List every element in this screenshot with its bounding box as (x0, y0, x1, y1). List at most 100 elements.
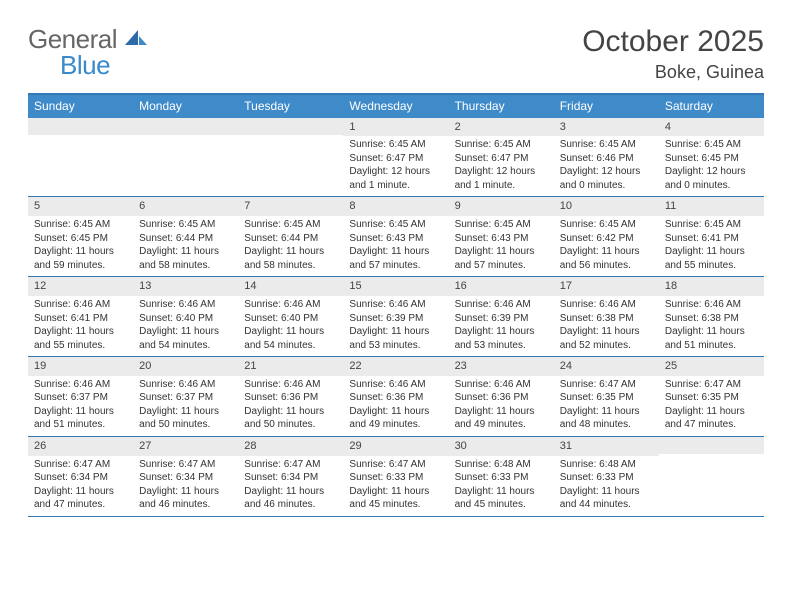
day-line: Sunset: 6:34 PM (34, 471, 127, 485)
day-number: 17 (554, 277, 659, 296)
day-line: Sunrise: 6:46 AM (560, 298, 653, 312)
day-number: 12 (28, 277, 133, 296)
day-body: Sunrise: 6:45 AMSunset: 6:43 PMDaylight:… (449, 216, 554, 276)
day-line: Daylight: 11 hours and 55 minutes. (665, 245, 758, 272)
day-body: Sunrise: 6:45 AMSunset: 6:47 PMDaylight:… (449, 136, 554, 196)
day-number: 23 (449, 357, 554, 376)
day-cell: 3Sunrise: 6:45 AMSunset: 6:46 PMDaylight… (554, 118, 659, 197)
day-line: Sunrise: 6:45 AM (560, 218, 653, 232)
calendar: Sunday Monday Tuesday Wednesday Thursday… (28, 93, 764, 517)
day-body (238, 135, 343, 141)
day-line: Sunrise: 6:46 AM (34, 378, 127, 392)
day-line: Sunset: 6:36 PM (455, 391, 548, 405)
title-block: October 2025 Boke, Guinea (582, 26, 764, 83)
day-number: 4 (659, 118, 764, 137)
day-body: Sunrise: 6:46 AMSunset: 6:38 PMDaylight:… (554, 296, 659, 356)
day-line: Sunset: 6:40 PM (139, 312, 232, 326)
day-cell: 31Sunrise: 6:48 AMSunset: 6:33 PMDayligh… (554, 437, 659, 516)
day-body: Sunrise: 6:48 AMSunset: 6:33 PMDaylight:… (449, 456, 554, 516)
day-number (659, 437, 764, 454)
day-number: 8 (343, 197, 448, 216)
day-body: Sunrise: 6:46 AMSunset: 6:39 PMDaylight:… (449, 296, 554, 356)
day-number: 9 (449, 197, 554, 216)
day-cell: 24Sunrise: 6:47 AMSunset: 6:35 PMDayligh… (554, 357, 659, 436)
day-line: Sunset: 6:43 PM (455, 232, 548, 246)
day-number: 15 (343, 277, 448, 296)
day-line: Sunset: 6:33 PM (455, 471, 548, 485)
day-line: Sunset: 6:42 PM (560, 232, 653, 246)
day-header: Friday (554, 95, 659, 118)
day-line: Daylight: 11 hours and 58 minutes. (244, 245, 337, 272)
day-body: Sunrise: 6:45 AMSunset: 6:45 PMDaylight:… (28, 216, 133, 276)
day-cell: 29Sunrise: 6:47 AMSunset: 6:33 PMDayligh… (343, 437, 448, 516)
day-line: Daylight: 11 hours and 55 minutes. (34, 325, 127, 352)
day-line: Sunrise: 6:45 AM (665, 138, 758, 152)
day-number: 11 (659, 197, 764, 216)
day-cell: 22Sunrise: 6:46 AMSunset: 6:36 PMDayligh… (343, 357, 448, 436)
day-line: Sunset: 6:41 PM (34, 312, 127, 326)
day-line: Sunset: 6:46 PM (560, 152, 653, 166)
day-line: Daylight: 11 hours and 50 minutes. (244, 405, 337, 432)
day-line: Sunset: 6:38 PM (560, 312, 653, 326)
day-line: Sunset: 6:33 PM (349, 471, 442, 485)
day-line: Sunset: 6:36 PM (244, 391, 337, 405)
day-line: Sunset: 6:35 PM (665, 391, 758, 405)
day-cell: 2Sunrise: 6:45 AMSunset: 6:47 PMDaylight… (449, 118, 554, 197)
day-line: Sunset: 6:44 PM (139, 232, 232, 246)
day-line: Sunrise: 6:46 AM (455, 298, 548, 312)
day-number: 3 (554, 118, 659, 137)
day-body: Sunrise: 6:46 AMSunset: 6:39 PMDaylight:… (343, 296, 448, 356)
day-header: Thursday (449, 95, 554, 118)
day-line: Sunset: 6:47 PM (455, 152, 548, 166)
day-number: 31 (554, 437, 659, 456)
day-line: Daylight: 11 hours and 56 minutes. (560, 245, 653, 272)
day-line: Sunset: 6:34 PM (139, 471, 232, 485)
day-number (238, 118, 343, 135)
day-line: Sunrise: 6:45 AM (455, 138, 548, 152)
day-body: Sunrise: 6:45 AMSunset: 6:45 PMDaylight:… (659, 136, 764, 196)
day-line: Sunrise: 6:47 AM (244, 458, 337, 472)
day-number: 21 (238, 357, 343, 376)
day-body: Sunrise: 6:46 AMSunset: 6:37 PMDaylight:… (133, 376, 238, 436)
day-cell: 28Sunrise: 6:47 AMSunset: 6:34 PMDayligh… (238, 437, 343, 516)
day-line: Daylight: 11 hours and 46 minutes. (244, 485, 337, 512)
day-line: Daylight: 11 hours and 45 minutes. (349, 485, 442, 512)
day-line: Daylight: 11 hours and 58 minutes. (139, 245, 232, 272)
day-line: Daylight: 11 hours and 57 minutes. (349, 245, 442, 272)
day-body (28, 135, 133, 141)
day-cell: 15Sunrise: 6:46 AMSunset: 6:39 PMDayligh… (343, 277, 448, 356)
day-cell: 19Sunrise: 6:46 AMSunset: 6:37 PMDayligh… (28, 357, 133, 436)
day-line: Daylight: 11 hours and 49 minutes. (349, 405, 442, 432)
day-cell: 10Sunrise: 6:45 AMSunset: 6:42 PMDayligh… (554, 197, 659, 276)
logo-text-right: Blue (28, 50, 110, 80)
header: General Blue October 2025 Boke, Guinea (28, 26, 764, 83)
day-cell: 7Sunrise: 6:45 AMSunset: 6:44 PMDaylight… (238, 197, 343, 276)
day-cell: 23Sunrise: 6:46 AMSunset: 6:36 PMDayligh… (449, 357, 554, 436)
day-number: 6 (133, 197, 238, 216)
day-line: Sunrise: 6:46 AM (139, 378, 232, 392)
logo: General Blue (28, 26, 148, 78)
day-cell: 27Sunrise: 6:47 AMSunset: 6:34 PMDayligh… (133, 437, 238, 516)
day-number: 16 (449, 277, 554, 296)
day-line: Sunset: 6:34 PM (244, 471, 337, 485)
day-line: Sunset: 6:37 PM (34, 391, 127, 405)
day-line: Daylight: 11 hours and 47 minutes. (34, 485, 127, 512)
day-number: 24 (554, 357, 659, 376)
day-line: Sunrise: 6:45 AM (244, 218, 337, 232)
day-body: Sunrise: 6:45 AMSunset: 6:43 PMDaylight:… (343, 216, 448, 276)
day-cell: 14Sunrise: 6:46 AMSunset: 6:40 PMDayligh… (238, 277, 343, 356)
day-line: Sunrise: 6:45 AM (139, 218, 232, 232)
day-number: 25 (659, 357, 764, 376)
day-line: Daylight: 11 hours and 45 minutes. (455, 485, 548, 512)
day-body: Sunrise: 6:46 AMSunset: 6:37 PMDaylight:… (28, 376, 133, 436)
day-body: Sunrise: 6:46 AMSunset: 6:36 PMDaylight:… (238, 376, 343, 436)
day-line: Sunrise: 6:45 AM (349, 218, 442, 232)
day-cell (238, 118, 343, 197)
day-number: 13 (133, 277, 238, 296)
day-line: Sunset: 6:35 PM (560, 391, 653, 405)
day-line: Daylight: 11 hours and 51 minutes. (34, 405, 127, 432)
day-body: Sunrise: 6:46 AMSunset: 6:36 PMDaylight:… (343, 376, 448, 436)
day-body: Sunrise: 6:46 AMSunset: 6:38 PMDaylight:… (659, 296, 764, 356)
day-cell: 13Sunrise: 6:46 AMSunset: 6:40 PMDayligh… (133, 277, 238, 356)
day-header: Saturday (659, 95, 764, 118)
